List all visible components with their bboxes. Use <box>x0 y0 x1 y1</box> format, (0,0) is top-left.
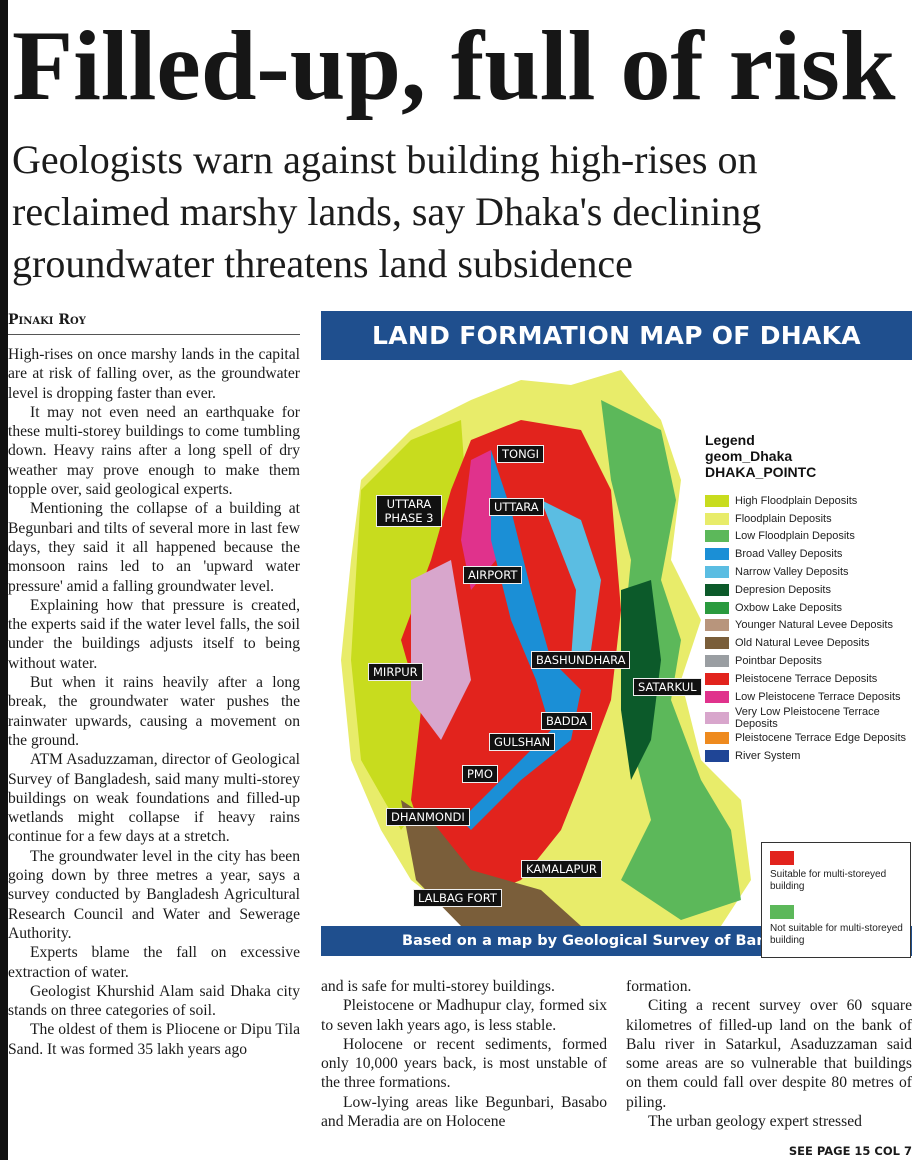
paragraph: But when it rains heavily after a long b… <box>8 674 300 749</box>
legend-swatch <box>705 583 729 596</box>
legend-subtitle: DHAKA_POINTC <box>705 464 817 480</box>
byline: Pinaki Roy <box>8 312 300 335</box>
paragraph: Low-lying areas like Begunbari, Basabo a… <box>321 1093 607 1131</box>
legend-item: Old Natural Levee Deposits <box>705 634 910 652</box>
article-column-3: formation. Citing a recent survey over 60… <box>626 977 912 1131</box>
not-suitable-swatch <box>770 905 794 919</box>
suitable-label: Suitable for multi-storeyed building <box>770 869 887 892</box>
paragraph: Citing a recent survey over 60 square ki… <box>626 997 912 1111</box>
legend-swatch <box>705 711 729 724</box>
legend-item: Younger Natural Levee Deposits <box>705 617 910 635</box>
legend-label: Broad Valley Deposits <box>735 548 843 561</box>
place-label: TONGI <box>497 445 544 463</box>
place-label: DHANMONDI <box>386 808 470 826</box>
legend-swatch <box>705 530 729 543</box>
place-label: KAMALAPUR <box>521 860 602 878</box>
legend-item: Low Pleistocene Terrace Deposits <box>705 688 910 706</box>
legend-label: Floodplain Deposits <box>735 512 832 525</box>
article-column-1: High-rises on once marshy lands in the c… <box>8 345 300 1059</box>
region-very-low-pleistocene <box>411 560 471 740</box>
place-label: LALBAG FORT <box>413 889 502 907</box>
paragraph: The oldest of them is Pliocene or Dipu T… <box>8 1021 300 1058</box>
legend-item: Narrow Valley Deposits <box>705 563 910 581</box>
paragraph: It may not even need an earthquake for t… <box>8 403 300 499</box>
legend-label: Old Natural Levee Deposits <box>735 637 870 650</box>
page-edge <box>0 0 8 1160</box>
legend-item: Floodplain Deposits <box>705 510 910 528</box>
place-label: PMO <box>462 765 498 783</box>
legend-label: Younger Natural Levee Deposits <box>735 619 893 632</box>
region-narrow-valley <box>541 500 601 660</box>
map-graphic: LAND FORMATION MAP OF DHAKA TONGI UTTARA … <box>321 311 912 958</box>
legend-label: Pointbar Deposits <box>735 655 822 668</box>
legend-label: Low Pleistocene Terrace Deposits <box>735 690 901 703</box>
place-label: SATARKUL <box>633 678 702 696</box>
legend-swatch <box>705 750 729 763</box>
legend-item: High Floodplain Deposits <box>705 492 910 510</box>
legend-swatch <box>705 637 729 650</box>
legend-item: Oxbow Lake Deposits <box>705 599 910 617</box>
paragraph: The groundwater level in the city has be… <box>8 847 300 942</box>
map-legend: Legend geom_Dhaka DHAKA_POINTC High Floo… <box>705 432 910 765</box>
region-low-pleistocene <box>461 450 496 590</box>
legend-label: High Floodplain Deposits <box>735 494 858 507</box>
suitability-legend: Suitable for multi-storeyed building Not… <box>761 842 911 958</box>
legend-item: Pleistocene Terrace Edge Deposits <box>705 730 910 748</box>
paragraph: ATM Asaduzzaman, director of Geological … <box>8 751 300 846</box>
paragraph: Mentioning the collapse of a building at… <box>8 500 300 595</box>
legend-label: Oxbow Lake Deposits <box>735 601 842 614</box>
continuation-note: SEE PAGE 15 COL 7 <box>788 1144 912 1158</box>
legend-subtitle: geom_Dhaka <box>705 448 793 464</box>
place-label: AIRPORT <box>463 566 523 584</box>
legend-swatch <box>705 512 729 525</box>
paragraph: Holocene or recent sediments, formed onl… <box>321 1035 607 1092</box>
legend-swatch <box>705 601 729 614</box>
paragraph: Experts blame the fall on excessive extr… <box>8 944 300 981</box>
place-label: BADDA <box>541 712 593 730</box>
legend-item: Pleistocene Terrace Deposits <box>705 670 910 688</box>
paragraph: The urban geology expert stressed <box>648 1113 862 1131</box>
legend-title: Legend <box>705 432 755 448</box>
not-suitable-label: Not suitable for multi-storeyed building <box>770 923 903 946</box>
legend-swatch <box>705 655 729 668</box>
paragraph: Pleistocene or Madhupur clay, formed six… <box>321 997 607 1034</box>
paragraph: High-rises on once marshy lands in the c… <box>8 346 300 402</box>
legend-item: Low Floodplain Deposits <box>705 528 910 546</box>
map-area: TONGI UTTARA PHASE 3 UTTARA AIRPORT MIRPUR BA… <box>321 360 912 958</box>
map-title: LAND FORMATION MAP OF DHAKA <box>321 311 912 360</box>
place-label: UTTARA <box>489 498 544 516</box>
legend-label: Depresion Deposits <box>735 583 831 596</box>
legend-item: Depresion Deposits <box>705 581 910 599</box>
legend-swatch <box>705 732 729 745</box>
legend-item: Very Low Pleistocene Terrace Deposits <box>705 706 910 730</box>
paragraph: Geologist Khurshid Alam said Dhaka city … <box>8 982 300 1020</box>
legend-label: River System <box>735 750 801 763</box>
legend-label: Low Floodplain Deposits <box>735 530 855 543</box>
subheadline: Geologists warn against building high-ri… <box>12 137 762 286</box>
region-low-floodplain <box>601 400 741 920</box>
legend-swatch <box>705 672 729 685</box>
legend-swatch <box>705 690 729 703</box>
legend-label: Pleistocene Terrace Deposits <box>735 672 878 685</box>
legend-swatch <box>705 566 729 579</box>
legend-label: Very Low Pleistocene Terrace Deposits <box>735 705 880 730</box>
legend-item: River System <box>705 747 910 765</box>
place-label: BASHUNDHARA <box>531 651 631 669</box>
legend-item: Pointbar Deposits <box>705 652 910 670</box>
paragraph: formation. <box>626 978 692 995</box>
paragraph: Explaining how that pressure is created,… <box>8 596 300 672</box>
legend-label: Pleistocene Terrace Edge Deposits <box>735 732 907 745</box>
paragraph: and is safe for multi-storey buildings. <box>321 978 555 995</box>
legend-label: Narrow Valley Deposits <box>735 566 849 579</box>
article-column-2: and is safe for multi-storey buildings. P… <box>321 977 607 1131</box>
suitable-swatch <box>770 851 794 865</box>
place-label: GULSHAN <box>489 733 556 751</box>
legend-swatch <box>705 494 729 507</box>
headline: Filled-up, full of risk <box>12 10 896 121</box>
legend-swatch <box>705 548 729 561</box>
place-label: UTTARA PHASE 3 <box>376 495 442 527</box>
legend-item: Broad Valley Deposits <box>705 545 910 563</box>
place-label: MIRPUR <box>368 663 423 681</box>
legend-swatch <box>705 619 729 632</box>
